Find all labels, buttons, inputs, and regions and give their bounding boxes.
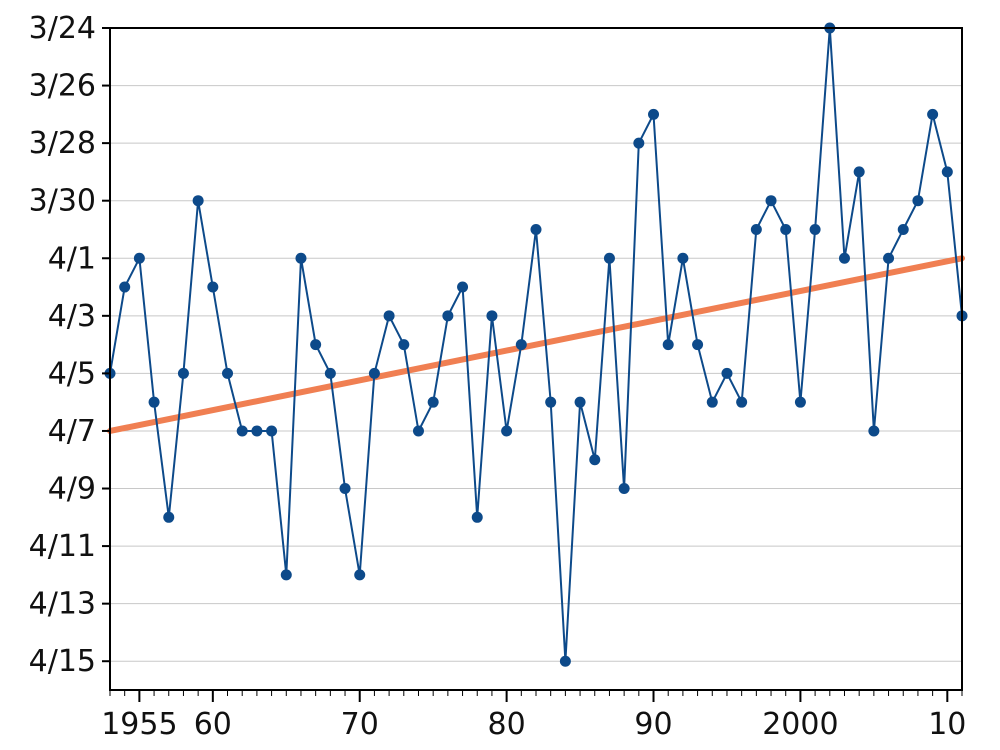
data-point xyxy=(574,396,586,408)
x-tick-label: 1955 xyxy=(101,707,177,742)
x-tick-label: 60 xyxy=(194,707,232,742)
y-tick-label: 4/13 xyxy=(29,587,96,622)
data-point xyxy=(780,223,792,235)
data-point xyxy=(177,367,189,379)
data-point xyxy=(324,367,336,379)
data-point xyxy=(222,367,234,379)
data-point xyxy=(648,108,660,120)
y-tick-label: 3/30 xyxy=(29,184,96,219)
data-point xyxy=(633,137,645,149)
data-point xyxy=(295,252,307,264)
y-tick-label: 4/3 xyxy=(48,299,96,334)
data-point xyxy=(618,483,630,495)
y-tick-label: 4/9 xyxy=(48,472,96,507)
x-axis-ticks: 1955 60 70 80 90 2000 10 xyxy=(101,690,966,742)
data-point xyxy=(442,310,454,322)
y-tick-label: 4/15 xyxy=(29,644,96,679)
x-tick-label: 70 xyxy=(341,707,379,742)
data-point xyxy=(736,396,748,408)
data-point xyxy=(853,166,865,178)
plot-frame xyxy=(109,27,963,691)
data-point xyxy=(559,655,571,667)
data-point xyxy=(457,281,469,293)
grid-lines xyxy=(110,85,962,662)
data-point xyxy=(412,425,424,437)
data-point xyxy=(163,511,175,523)
data-point xyxy=(662,339,674,351)
data-point xyxy=(133,252,145,264)
data-point xyxy=(354,569,366,581)
data-point xyxy=(368,367,380,379)
data-point xyxy=(280,569,292,581)
data-point xyxy=(838,252,850,264)
data-point xyxy=(501,425,513,437)
data-point xyxy=(912,195,924,207)
x-tick-label: 80 xyxy=(488,707,526,742)
data-point xyxy=(427,396,439,408)
data-point xyxy=(471,511,483,523)
trend-line-layer xyxy=(107,255,965,434)
data-point xyxy=(530,223,542,235)
data-point xyxy=(545,396,557,408)
trend-line xyxy=(107,255,965,434)
y-tick-label: 3/24 xyxy=(29,11,96,46)
x-tick-label: 10 xyxy=(928,707,966,742)
data-point xyxy=(251,425,263,437)
y-tick-label: 4/1 xyxy=(48,241,96,276)
data-point xyxy=(794,396,806,408)
data-point xyxy=(603,252,615,264)
data-point xyxy=(383,310,395,322)
data-point xyxy=(883,252,895,264)
y-tick-label: 4/5 xyxy=(48,356,96,391)
data-point xyxy=(310,339,322,351)
data-point xyxy=(941,166,953,178)
data-point xyxy=(897,223,909,235)
y-tick-label: 3/28 xyxy=(29,126,96,161)
data-point xyxy=(765,195,777,207)
data-point xyxy=(148,396,160,408)
data-point xyxy=(192,195,204,207)
data-point xyxy=(692,339,704,351)
data-point xyxy=(515,339,527,351)
y-tick-label: 4/11 xyxy=(29,529,96,564)
data-point xyxy=(927,108,939,120)
y-tick-label: 3/26 xyxy=(29,69,96,104)
data-point xyxy=(119,281,131,293)
y-axis-ticks: 3/24 3/26 3/28 3/30 4/1 4/3 4/5 4/7 4/9 4/11 4/13 4… xyxy=(29,11,110,679)
data-point xyxy=(721,367,733,379)
x-tick-label: 2000 xyxy=(762,707,838,742)
data-point xyxy=(207,281,219,293)
data-point xyxy=(589,454,601,466)
data-point xyxy=(706,396,718,408)
data-point xyxy=(809,223,821,235)
x-tick-label: 90 xyxy=(634,707,672,742)
point-layer xyxy=(104,22,968,667)
data-point xyxy=(868,425,880,437)
data-point xyxy=(339,483,351,495)
data-point xyxy=(486,310,498,322)
data-point xyxy=(236,425,248,437)
data-point xyxy=(398,339,410,351)
data-point xyxy=(677,252,689,264)
y-tick-label: 4/7 xyxy=(48,414,96,449)
data-point xyxy=(266,425,278,437)
data-point xyxy=(750,223,762,235)
